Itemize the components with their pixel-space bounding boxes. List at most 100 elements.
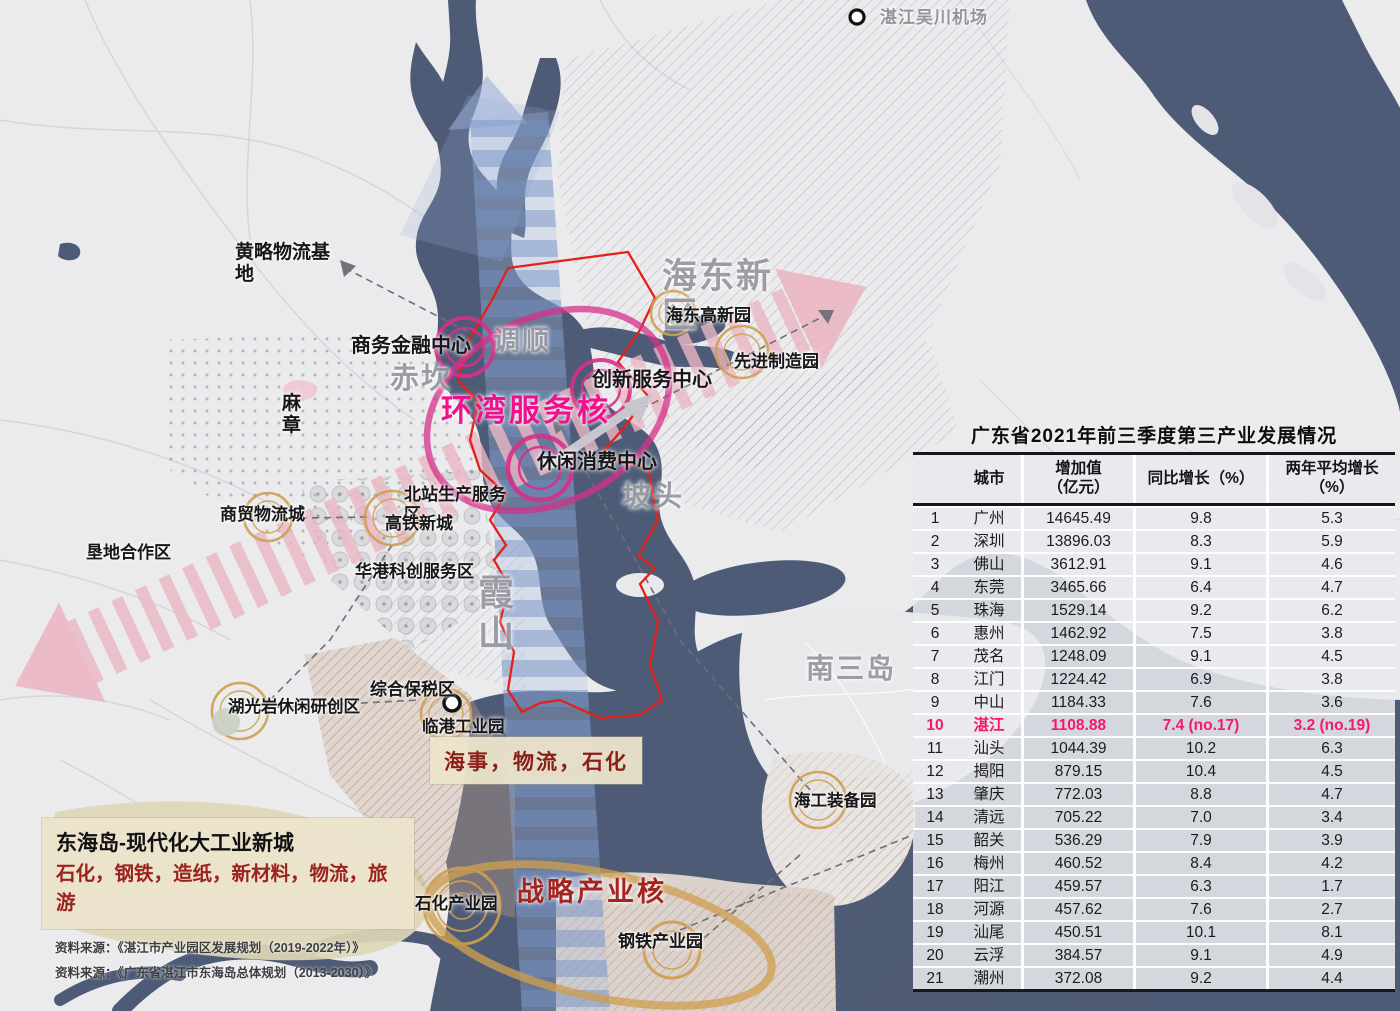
table-row: 19 汕尾 450.51 10.1 8.1 — [913, 920, 1395, 943]
table-cell-val: 1044.39 — [1021, 738, 1133, 759]
table-cell-rank: 11 — [926, 740, 944, 757]
table-cell-avg: 5.3 — [1266, 508, 1395, 529]
table-cell-city: 清远 — [973, 809, 1005, 826]
table-cell-avg: 6.3 — [1266, 738, 1395, 759]
table-cell-val: 1529.14 — [1021, 600, 1133, 621]
table-cell-city: 汕尾 — [973, 924, 1005, 941]
huguangyan-spot — [212, 708, 240, 736]
table-cell-yoy: 9.1 — [1133, 646, 1266, 667]
table-cell-val: 457.62 — [1021, 899, 1133, 920]
table-row: 15 韶关 536.29 7.9 3.9 — [913, 828, 1395, 851]
label-trade-logistics-city: 商贸物流城 — [220, 505, 305, 524]
table-cell-rank: 14 — [926, 809, 944, 826]
table-row: 7 茂名 1248.09 9.1 4.5 — [913, 644, 1395, 667]
table-row: 9 中山 1184.33 7.6 3.6 — [913, 690, 1395, 713]
table-cell-val: 536.29 — [1021, 830, 1133, 851]
label-diaoshun: 调顺 — [493, 326, 551, 356]
label-highspeed-rail-newtown: 高铁新城 — [385, 514, 453, 533]
table-cell-city: 广州 — [973, 510, 1005, 527]
port-industry-callout: 海事，物流，石化 — [430, 737, 642, 784]
table-cell-rank: 7 — [930, 648, 940, 665]
table-cell-val: 459.57 — [1021, 876, 1133, 897]
table-row: 20 云浮 384.57 9.1 4.9 — [913, 943, 1395, 966]
table-row: 14 清远 705.22 7.0 3.4 — [913, 805, 1395, 828]
table-row: 16 梅州 460.52 8.4 4.2 — [913, 851, 1395, 874]
table-cell-yoy: 8.3 — [1133, 531, 1266, 552]
table-cell-rank: 8 — [930, 671, 940, 688]
header-rank — [913, 455, 957, 503]
label-petrochemical-park: 石化产业园 — [415, 895, 498, 913]
table-cell-rank: 16 — [926, 855, 944, 872]
table-row: 2 深圳 13896.03 8.3 5.9 — [913, 529, 1395, 552]
table-row: 4 东莞 3465.66 6.4 4.7 — [913, 575, 1395, 598]
table-cell-rank: 4 — [930, 579, 940, 596]
table-row: 11 汕头 1044.39 10.2 6.3 — [913, 736, 1395, 759]
table-cell-yoy: 10.4 — [1133, 761, 1266, 782]
table-row: 21 潮州 372.08 9.2 4.4 — [913, 966, 1395, 989]
table-cell-city: 潮州 — [973, 970, 1005, 987]
table-cell-city: 梅州 — [973, 855, 1005, 872]
table-cell-yoy: 7.0 — [1133, 807, 1266, 828]
table-cell-avg: 3.9 — [1266, 830, 1395, 851]
table-cell-yoy: 10.2 — [1133, 738, 1266, 759]
table-title: 广东省2021年前三季度第三产业发展情况 — [970, 426, 1338, 447]
header-two-year-avg: 两年平均增长 （%） — [1266, 455, 1395, 503]
table-cell-yoy: 9.1 — [1133, 554, 1266, 575]
table-cell-val: 14645.49 — [1021, 508, 1133, 529]
label-xiashan: 霞山 — [478, 572, 517, 655]
label-potou: 坡头 — [622, 481, 685, 513]
label-comprehensive-bonded-zone: 综合保税区 — [370, 680, 455, 699]
table-cell-city: 深圳 — [973, 533, 1005, 550]
table-body: 1 广州 14645.49 9.8 5.3 2 深圳 13896.03 8.3 5.9 3 佛山 361… — [913, 506, 1395, 989]
header-city: 城市 — [973, 469, 1005, 487]
label-advanced-manufacturing-park: 先进制造园 — [734, 352, 819, 371]
table-cell-yoy: 6.4 — [1133, 577, 1266, 598]
table-cell-yoy: 7.9 — [1133, 830, 1266, 851]
table-cell-yoy: 6.9 — [1133, 669, 1266, 690]
airport-icon — [848, 8, 866, 26]
table-cell-avg: 4.9 — [1266, 945, 1395, 966]
table-row: 18 河源 457.62 7.6 2.7 — [913, 897, 1395, 920]
table-cell-city: 云浮 — [973, 947, 1005, 964]
table-cell-rank: 9 — [930, 694, 940, 711]
table-cell-rank: 18 — [926, 901, 944, 918]
table-cell-yoy: 7.6 — [1133, 899, 1266, 920]
bonded-zone-icon — [442, 693, 462, 713]
table-cell-avg: 3.2 (no.19) — [1266, 715, 1395, 736]
label-leisure-consumption-center: 休闲消费中心 — [537, 451, 657, 473]
table-cell-city: 揭阳 — [973, 763, 1005, 780]
table-row: 5 珠海 1529.14 9.2 6.2 — [913, 598, 1395, 621]
table-cell-rank: 20 — [926, 947, 944, 964]
table-cell-avg: 8.1 — [1266, 922, 1395, 943]
table-row: 3 佛山 3612.91 9.1 4.6 — [913, 552, 1395, 575]
table-cell-rank: 10 — [926, 717, 944, 734]
table-cell-avg: 4.5 — [1266, 761, 1395, 782]
table-cell-yoy: 8.8 — [1133, 784, 1266, 805]
port-industry-text: 海事，物流，石化 — [444, 750, 628, 774]
table-cell-avg: 2.7 — [1266, 899, 1395, 920]
label-chikan: 赤坎 — [390, 363, 453, 395]
table-cell-city: 珠海 — [973, 602, 1005, 619]
label-business-finance-center: 商务金融中心 — [351, 335, 471, 357]
header-yoy-growth: 同比增长（%） — [1133, 455, 1266, 503]
table-cell-val: 372.08 — [1021, 968, 1133, 989]
table-cell-rank: 5 — [930, 602, 940, 619]
table-cell-val: 384.57 — [1021, 945, 1133, 966]
table-cell-yoy: 7.6 — [1133, 692, 1266, 713]
red-boundary — [456, 250, 664, 720]
source-line-1: 资料来源：《湛江市产业园区发展规划（2019-2022年）》 — [55, 941, 365, 955]
table-cell-yoy: 6.3 — [1133, 876, 1266, 897]
table-cell-city: 阳江 — [973, 878, 1005, 895]
table-cell-avg: 3.8 — [1266, 669, 1395, 690]
label-bay-service-core: 环湾服务核 — [441, 393, 611, 428]
table-cell-val: 13896.03 — [1021, 531, 1133, 552]
label-nansandao: 南三岛 — [806, 653, 897, 684]
table-cell-val: 450.51 — [1021, 922, 1133, 943]
label-strategic-industry-core: 战略产业核 — [517, 877, 667, 907]
table-cell-avg: 5.9 — [1266, 531, 1395, 552]
label-mazhang: 麻章 — [282, 393, 302, 437]
table-cell-val: 879.15 — [1021, 761, 1133, 782]
table-cell-avg: 4.5 — [1266, 646, 1395, 667]
table-cell-rank: 6 — [930, 625, 940, 642]
